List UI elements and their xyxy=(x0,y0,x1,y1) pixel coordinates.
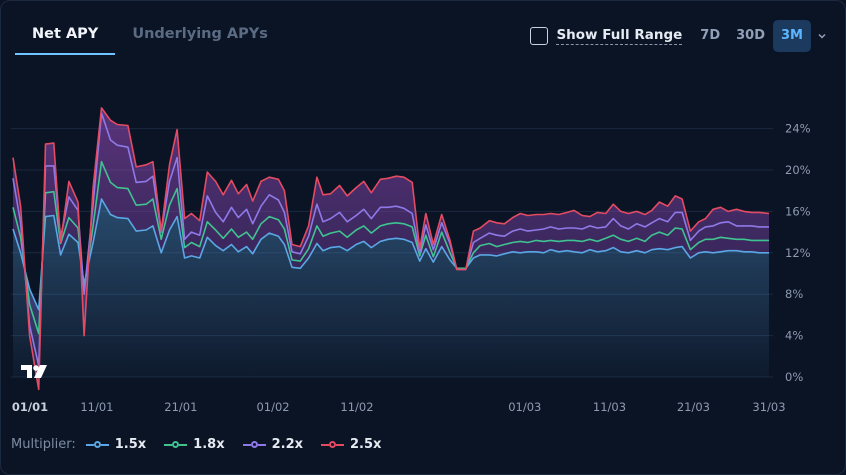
x-tick-label: 01/02 xyxy=(256,400,289,414)
show-full-range-checkbox[interactable] xyxy=(530,27,549,45)
legend-line xyxy=(85,443,94,446)
x-tick-label: 01/01 xyxy=(12,400,48,414)
legend-line xyxy=(100,443,109,446)
y-tick-label: 0% xyxy=(785,370,803,384)
legend-dot-icon xyxy=(329,441,337,448)
legend-line xyxy=(164,443,173,446)
legend-line xyxy=(257,443,266,446)
x-tick-label: 11/01 xyxy=(80,400,113,414)
tradingview-logo-icon xyxy=(21,365,47,378)
legend-label: 1.8x xyxy=(193,437,225,452)
y-tick-label: 24% xyxy=(785,122,811,136)
legend-dot-icon xyxy=(250,441,258,448)
legend-label: 1.5x xyxy=(114,437,147,452)
chart-controls: Show Full Range 7D 30D 3M xyxy=(530,18,827,54)
legend-line xyxy=(179,443,188,446)
legend-item-2-2x[interactable]: 2.2x xyxy=(242,437,304,452)
legend-label: 2.2x xyxy=(271,437,304,452)
y-tick-label: 16% xyxy=(785,204,811,218)
legend-label: 2.5x xyxy=(350,437,382,452)
legend-item-1-8x[interactable]: 1.8x xyxy=(164,437,225,452)
x-tick-label: 11/02 xyxy=(340,400,373,414)
legend-item-1-5x[interactable]: 1.5x xyxy=(85,437,147,452)
legend-title: Multiplier: xyxy=(11,437,76,452)
tab-net-apy[interactable]: Net APY xyxy=(15,15,116,55)
series-line-2-5x xyxy=(12,107,770,391)
x-tick-label: 01/03 xyxy=(508,400,541,414)
legend-item-2-5x[interactable]: 2.5x xyxy=(321,437,381,452)
x-tick-label: 31/03 xyxy=(752,400,785,414)
chevron-down-icon[interactable] xyxy=(817,31,827,41)
legend-dot-icon xyxy=(93,441,101,448)
legend-dot-icon xyxy=(172,441,180,448)
apy-chart: 0% 4% 8% 12% 16% 20% 24% 01/01 11/01 21/01 01/02 11… xyxy=(11,107,811,414)
legend-line xyxy=(336,443,345,446)
y-tick-label: 12% xyxy=(785,246,811,260)
series-line-1-8x xyxy=(12,160,769,335)
multiplier-legend: Multiplier: 1.5x 1.8x 2.2x 2.5x xyxy=(11,437,399,452)
range-3m-button[interactable]: 3M xyxy=(773,20,811,52)
show-full-range-label[interactable]: Show Full Range xyxy=(556,27,683,45)
x-tick-label: 11/03 xyxy=(593,400,626,414)
y-tick-label: 8% xyxy=(785,287,803,301)
x-tick-label: 21/01 xyxy=(164,400,197,414)
y-tick-label: 4% xyxy=(785,329,803,343)
tab-underlying-apys[interactable]: Underlying APYs xyxy=(132,26,268,42)
legend-line xyxy=(321,443,330,446)
series-line-1-5x xyxy=(12,198,769,311)
y-tick-label: 20% xyxy=(785,163,811,177)
multiplier-band-area xyxy=(13,107,769,390)
series-line-2-2x xyxy=(12,112,769,367)
base-series-area xyxy=(13,199,769,377)
legend-line xyxy=(242,443,251,446)
range-30d-button[interactable]: 30D xyxy=(736,28,766,43)
x-tick-label: 21/03 xyxy=(677,400,710,414)
range-7d-button[interactable]: 7D xyxy=(700,28,721,43)
tab-bar: Net APY Underlying APYs xyxy=(15,15,285,55)
